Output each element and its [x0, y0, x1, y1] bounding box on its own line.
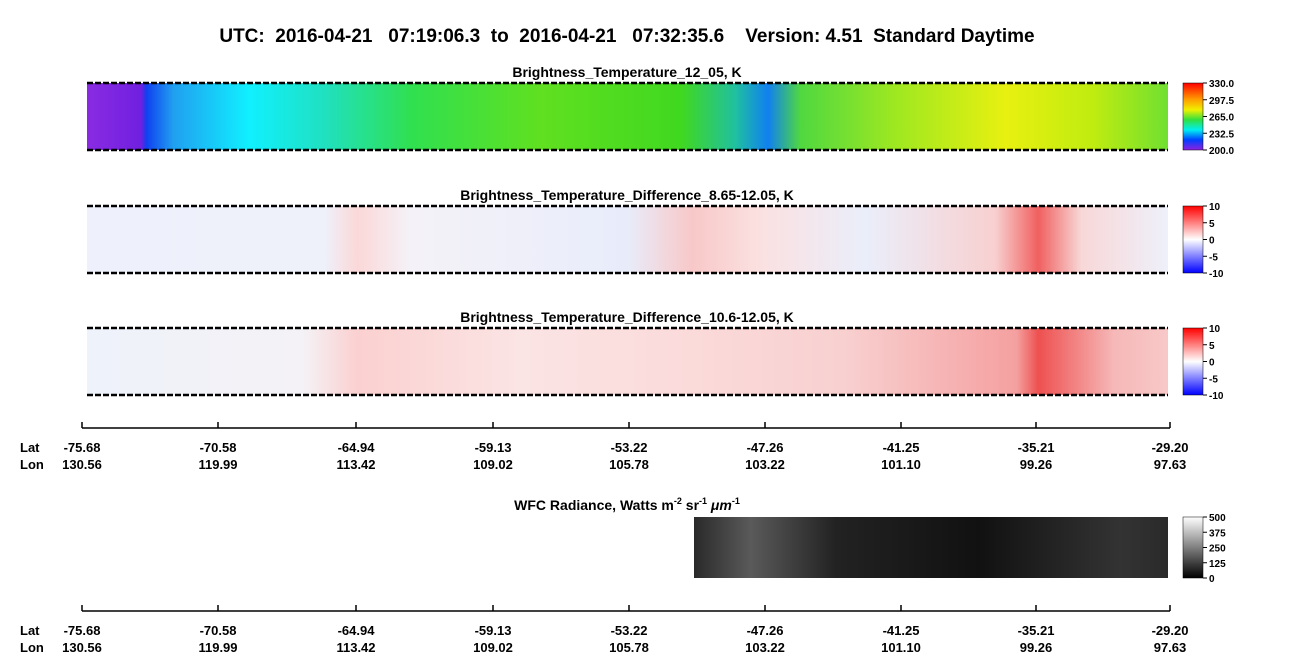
colorbar-label: 297.5	[1209, 96, 1234, 107]
axis-label: Lat	[20, 440, 40, 455]
wfc-title: WFC Radiance, Watts m-2 sr-1 μm-1	[514, 496, 740, 513]
panel-title: Brightness_Temperature_Difference_10.6-1…	[460, 309, 794, 325]
colorbar-label: 200.0	[1209, 146, 1234, 157]
lat-label: -29.20	[1152, 440, 1189, 455]
lat-label: -35.21	[1018, 440, 1055, 455]
axis-label: Lon	[20, 457, 44, 472]
lon-label: 105.78	[609, 457, 649, 472]
colorbar-label: 375	[1209, 528, 1226, 539]
lon-label: 130.56	[62, 457, 102, 472]
title-part: sr	[682, 497, 700, 513]
colorbar-label: 125	[1209, 559, 1226, 570]
colorbar	[1182, 205, 1204, 274]
colorbar-label: 500	[1209, 513, 1226, 524]
page-title: UTC: 2016-04-21 07:19:06.3 to 2016-04-21…	[219, 26, 1034, 47]
lat-label: -70.58	[200, 440, 237, 455]
lon-label: 109.02	[473, 640, 513, 655]
superscript: -1	[732, 496, 740, 506]
lon-label: 130.56	[62, 640, 102, 655]
colorbar-label: 5	[1209, 219, 1215, 230]
lon-label: 113.42	[336, 457, 375, 472]
lat-label: -35.21	[1018, 623, 1055, 638]
lat-label: -64.94	[338, 440, 376, 455]
lat-label: -75.68	[64, 623, 101, 638]
colorbar-label: 232.5	[1209, 129, 1234, 140]
colorbar-label: 0	[1209, 358, 1215, 369]
colorbar-label: -10	[1209, 391, 1224, 402]
lon-label: 97.63	[1154, 640, 1187, 655]
lat-label: -47.26	[747, 623, 784, 638]
lat-label: -41.25	[883, 440, 920, 455]
panel-image	[87, 328, 1168, 395]
colorbar-label: -5	[1209, 374, 1218, 385]
lat-label: -41.25	[883, 623, 920, 638]
lon-label: 101.10	[881, 640, 921, 655]
colorbar-label: 5	[1209, 341, 1215, 352]
lon-label: 99.26	[1020, 457, 1053, 472]
panel-title: Brightness_Temperature_Difference_8.65-1…	[460, 187, 794, 203]
lon-label: 99.26	[1020, 640, 1053, 655]
lon-label: 101.10	[881, 457, 921, 472]
colorbar-label: 0	[1209, 574, 1215, 585]
lat-label: -53.22	[611, 623, 648, 638]
lon-label: 103.22	[745, 640, 785, 655]
colorbar	[1182, 516, 1204, 579]
lat-label: -53.22	[611, 440, 648, 455]
colorbar-label: 265.0	[1209, 113, 1234, 124]
colorbar-label: 10	[1209, 324, 1221, 335]
panel-image	[87, 206, 1168, 273]
colorbar-label: -5	[1209, 252, 1218, 263]
axis-label: Lat	[20, 623, 40, 638]
colorbar-label: 250	[1209, 544, 1226, 555]
colorbar-label: -10	[1209, 269, 1224, 280]
title-part: WFC Radiance, Watts m	[514, 497, 674, 513]
lon-label: 113.42	[336, 640, 375, 655]
title-part: μm	[707, 497, 732, 513]
lon-label: 119.99	[198, 457, 237, 472]
lat-label: -29.20	[1152, 623, 1189, 638]
lon-label: 105.78	[609, 640, 649, 655]
superscript: -2	[674, 496, 682, 506]
lat-label: -64.94	[338, 623, 376, 638]
panel-image	[87, 83, 1168, 150]
superscript: -1	[699, 496, 707, 506]
lat-label: -47.26	[747, 440, 784, 455]
colorbar-label: 10	[1209, 202, 1221, 213]
colorbar-label: 330.0	[1209, 79, 1234, 90]
colorbar-label: 0	[1209, 236, 1215, 247]
lat-label: -70.58	[200, 623, 237, 638]
lon-label: 109.02	[473, 457, 513, 472]
wfc-image	[694, 517, 1168, 578]
lat-label: -59.13	[475, 440, 512, 455]
panel-title: Brightness_Temperature_12_05, K	[512, 64, 741, 80]
lon-label: 103.22	[745, 457, 785, 472]
lon-label: 97.63	[1154, 457, 1187, 472]
colorbar	[1182, 327, 1204, 396]
axis-label: Lon	[20, 640, 44, 655]
lat-label: -75.68	[64, 440, 101, 455]
lat-label: -59.13	[475, 623, 512, 638]
colorbar	[1182, 82, 1204, 151]
lon-label: 119.99	[198, 640, 237, 655]
